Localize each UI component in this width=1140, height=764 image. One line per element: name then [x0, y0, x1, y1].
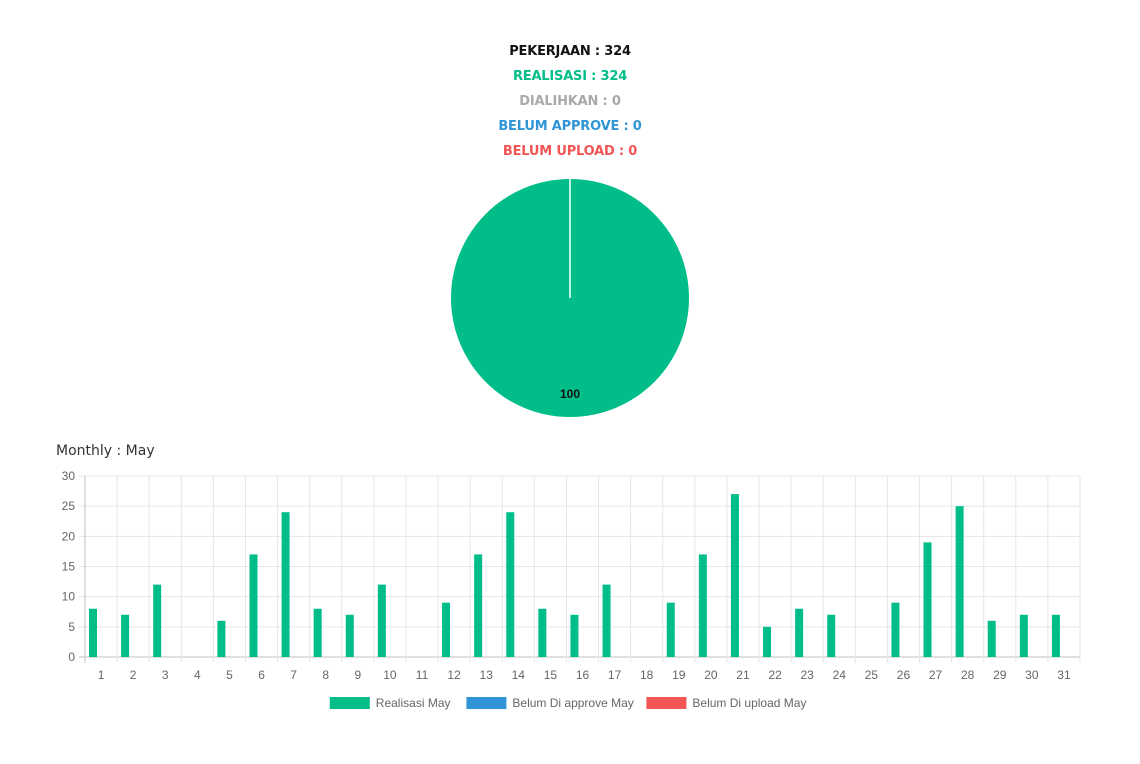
x-tick-label: 9 — [354, 668, 361, 682]
x-tick-label: 25 — [865, 668, 879, 682]
x-tick-label: 30 — [1025, 668, 1039, 682]
bar-realisasi-may-3[interactable] — [153, 584, 162, 657]
bar-realisasi-may-17[interactable] — [602, 584, 611, 657]
bar-realisasi-may-8[interactable] — [313, 608, 322, 657]
y-tick-label: 15 — [62, 560, 76, 574]
bar-realisasi-may-26[interactable] — [891, 602, 900, 657]
pie-chart: 100 — [450, 178, 690, 418]
legend-item-belum-di-approve-may[interactable]: Belum Di approve May — [466, 696, 634, 710]
bar-realisasi-may-5[interactable] — [217, 620, 226, 657]
y-tick-label: 30 — [62, 469, 76, 483]
legend-item-realisasi-may[interactable]: Realisasi May — [329, 696, 451, 710]
bar-realisasi-may-9[interactable] — [345, 614, 354, 657]
monthly-title: Monthly : May — [56, 443, 155, 459]
x-tick-label: 14 — [512, 668, 526, 682]
bar-realisasi-may-28[interactable] — [955, 506, 964, 657]
bar-realisasi-may-14[interactable] — [506, 512, 515, 657]
x-tick-label: 13 — [480, 668, 494, 682]
pie-chart-svg: 100 — [451, 179, 689, 417]
x-tick-label: 10 — [383, 668, 397, 682]
bar-realisasi-may-16[interactable] — [570, 614, 579, 657]
legend-item-belum-di-upload-may[interactable]: Belum Di upload May — [646, 696, 806, 710]
x-tick-label: 24 — [833, 668, 847, 682]
bar-realisasi-may-7[interactable] — [281, 512, 290, 657]
x-tick-label: 11 — [416, 668, 429, 682]
bar-realisasi-may-22[interactable] — [763, 626, 772, 657]
x-tick-label: 8 — [322, 668, 329, 682]
x-tick-label: 5 — [226, 668, 233, 682]
legend-label: Belum Di upload May — [692, 696, 806, 710]
bar-realisasi-may-13[interactable] — [474, 554, 483, 657]
legend-swatch — [466, 697, 507, 709]
x-tick-label: 4 — [194, 668, 201, 682]
y-tick-label: 5 — [68, 620, 75, 634]
bar-realisasi-may-2[interactable] — [121, 614, 130, 657]
bar-realisasi-may-15[interactable] — [538, 608, 547, 657]
x-tick-label: 3 — [162, 668, 169, 682]
y-tick-label: 10 — [62, 590, 76, 604]
x-tick-label: 12 — [447, 668, 461, 682]
y-tick-label: 0 — [68, 650, 75, 664]
x-tick-label: 6 — [258, 668, 265, 682]
x-tick-label: 1 — [98, 668, 105, 682]
bar-realisasi-may-30[interactable] — [1019, 614, 1028, 657]
pie-data-label: 100 — [560, 387, 580, 401]
x-tick-label: 15 — [544, 668, 558, 682]
x-tick-label: 27 — [929, 668, 943, 682]
summary-dialihkan: DIALIHKAN : 0 — [519, 94, 621, 109]
x-tick-label: 20 — [704, 668, 718, 682]
summary-realisasi: REALISASI : 324 — [512, 69, 628, 84]
bar-realisasi-may-24[interactable] — [827, 614, 836, 657]
x-tick-label: 22 — [768, 668, 782, 682]
x-tick-label: 18 — [640, 668, 654, 682]
x-tick-label: 16 — [576, 668, 590, 682]
y-tick-label: 20 — [62, 529, 76, 543]
bar-realisasi-may-27[interactable] — [923, 542, 932, 657]
summary-pekerjaan: PEKERJAAN : 324 — [509, 44, 631, 59]
x-tick-label: 26 — [897, 668, 911, 682]
bar-realisasi-may-6[interactable] — [249, 554, 258, 657]
x-tick-label: 17 — [608, 668, 622, 682]
x-tick-label: 31 — [1057, 668, 1071, 682]
x-tick-label: 21 — [736, 668, 750, 682]
bar-realisasi-may-29[interactable] — [987, 620, 996, 657]
bar-realisasi-may-19[interactable] — [666, 602, 675, 657]
monthly-bar-chart: 0 5 10 15 20 25 30 1 2 3 4 5 6 7 8 9 10 11 12 13 14 15 16 17 18 1… — [0, 460, 1140, 720]
x-tick-label: 2 — [130, 668, 137, 682]
bar-realisasi-may-12[interactable] — [442, 602, 451, 657]
bar-realisasi-may-10[interactable] — [377, 584, 386, 657]
bar-realisasi-may-21[interactable] — [730, 494, 739, 657]
legend-label: Belum Di approve May — [512, 696, 633, 710]
x-tick-label: 19 — [672, 668, 686, 682]
summary-belum-upload: BELUM UPLOAD : 0 — [502, 144, 638, 159]
x-tick-label: 29 — [993, 668, 1007, 682]
legend-swatch — [329, 697, 370, 709]
summary-block: PEKERJAAN : 324 REALISASI : 324 DIALIHKA… — [0, 42, 1140, 167]
x-tick-label: 28 — [961, 668, 975, 682]
bar-realisasi-may-20[interactable] — [698, 554, 707, 657]
bar-realisasi-may-31[interactable] — [1051, 614, 1060, 657]
legend-label: Realisasi May — [376, 696, 451, 710]
summary-belum-approve: BELUM APPROVE : 0 — [498, 119, 642, 134]
x-tick-label: 7 — [290, 668, 297, 682]
bar-realisasi-may-1[interactable] — [89, 608, 97, 657]
x-tick-label: 23 — [800, 668, 814, 682]
legend-swatch — [646, 697, 687, 709]
y-tick-label: 25 — [62, 499, 76, 513]
bar-realisasi-may-23[interactable] — [795, 608, 804, 657]
